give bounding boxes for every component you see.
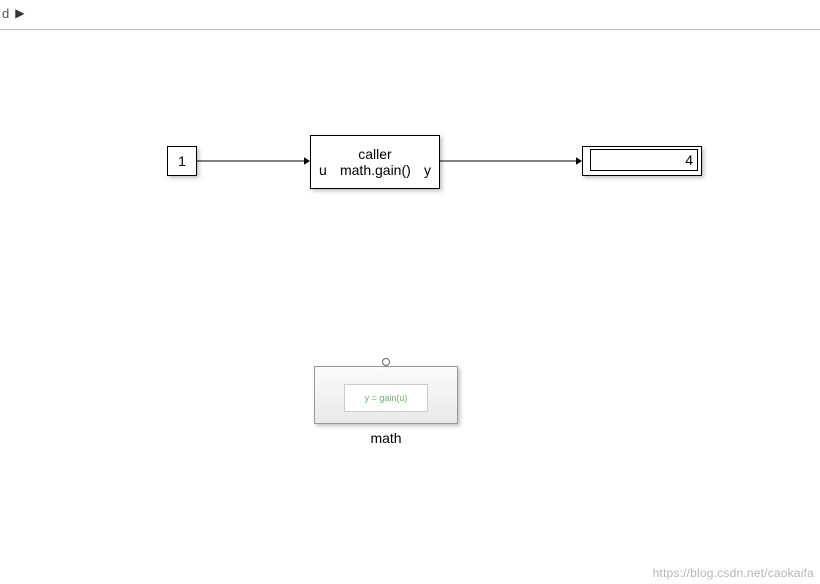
display-value-box: 4 [590,149,698,171]
function-caller-block[interactable]: caller u math.gain() y [310,135,440,189]
model-canvas[interactable]: 1 caller u math.gain() y 4 y = gain(u) m… [0,32,820,584]
simulink-function-label: math [314,430,458,446]
signal-lines [0,32,820,584]
caller-function-name: math.gain() [340,162,411,178]
toolbar-label: d [2,6,9,21]
constant-block[interactable]: 1 [167,146,197,176]
run-icon[interactable]: ▶ [15,6,24,20]
toolbar-divider [0,29,820,31]
caller-output-port-label: y [424,162,431,178]
caller-input-port-label: u [319,162,327,178]
constant-value: 1 [178,153,186,169]
display-value: 4 [685,152,693,168]
function-signature-text: y = gain(u) [365,393,408,403]
watermark: https://blog.csdn.net/caokaifa [653,566,814,580]
toolbar: d ▶ [0,0,820,26]
caller-title: caller [358,146,391,162]
simulink-function-signature: y = gain(u) [344,384,428,412]
function-connector-icon [382,358,390,366]
